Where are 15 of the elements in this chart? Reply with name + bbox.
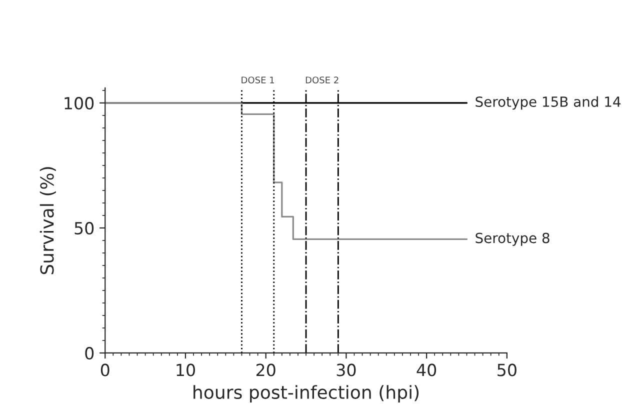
y-tick-label: 0: [85, 346, 94, 360]
x-tick-label: 30: [336, 364, 356, 376]
series-label: Serotype 15B and 14: [476, 96, 621, 110]
x-axis-title: hours post-infection (hpi): [194, 385, 419, 403]
y-axis-title: Survival (%): [40, 167, 56, 274]
y-tick-label: 100: [64, 96, 94, 110]
series-label: Serotype 8: [476, 232, 550, 246]
y-tick-label: 50: [74, 222, 94, 235]
x-tick-label: 20: [256, 364, 276, 376]
text: DOSE 1: [242, 76, 274, 84]
text: DOSE 2: [306, 76, 338, 84]
x-tick-label: 10: [176, 364, 195, 376]
x-tick-label: 40: [416, 364, 436, 376]
x-tick-label: 50: [498, 364, 516, 376]
x-tick-label: 0: [100, 364, 110, 376]
